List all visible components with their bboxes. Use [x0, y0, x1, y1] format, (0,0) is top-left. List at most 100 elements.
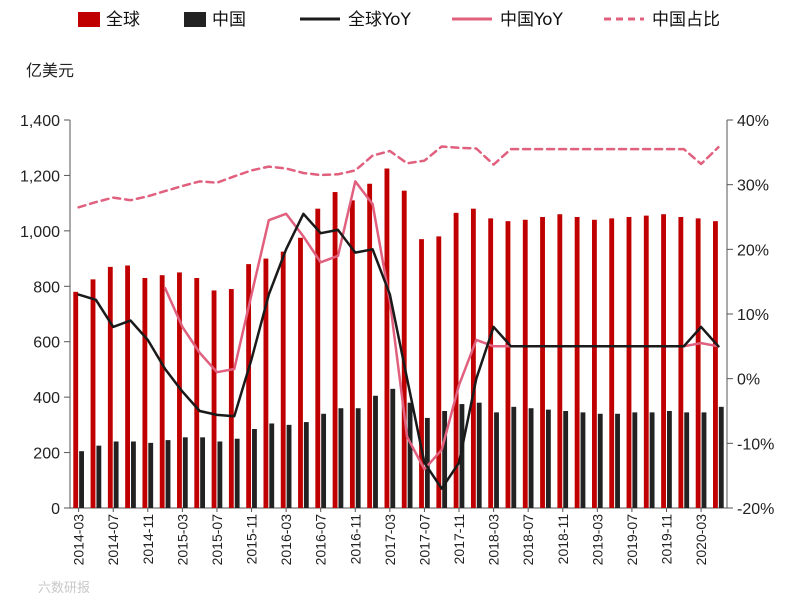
- bar-china: [701, 412, 707, 508]
- bar-china: [494, 412, 499, 508]
- legend-label-global-yoy: 全球YoY: [348, 10, 412, 30]
- bar-china: [113, 441, 119, 508]
- bar-global: [661, 214, 666, 508]
- bar-china: [597, 413, 603, 508]
- bar-global: [470, 208, 476, 508]
- bar-china: [217, 441, 223, 508]
- x-tick-label: 2017-11: [451, 514, 467, 565]
- bar-global: [90, 279, 96, 508]
- bar-global: [591, 219, 597, 508]
- x-tick-label: 2018-03: [486, 514, 502, 566]
- x-tick-label: 2015-11: [244, 514, 260, 565]
- left-tick-label: 200: [33, 446, 60, 463]
- bar-china: [355, 408, 361, 508]
- x-tick-label: 2019-11: [658, 514, 674, 565]
- x-tick-label: 2018-11: [555, 514, 571, 565]
- x-tick-label: 2019-03: [589, 514, 605, 566]
- bar-global: [522, 219, 528, 508]
- left-tick-label: 1,000: [20, 224, 60, 241]
- bar-global: [713, 221, 718, 508]
- bar-global: [194, 277, 200, 508]
- bar-china: [96, 445, 102, 508]
- bar-global: [332, 192, 338, 509]
- bar-china: [321, 413, 327, 508]
- watermark: 六数研报: [38, 581, 90, 596]
- legend-label-global: 全球: [106, 10, 140, 30]
- bar-global: [401, 190, 407, 508]
- bar-china: [200, 437, 206, 508]
- legend: 全球 中国 全球YoY 中国YoY 中国占比: [78, 10, 720, 30]
- left-tick-label: 0: [51, 501, 60, 518]
- x-tick-label: 2019-07: [624, 514, 640, 566]
- left-tick-label: 600: [33, 335, 60, 352]
- bar-global: [436, 236, 442, 508]
- legend-label-china: 中国: [212, 10, 246, 30]
- bar-china: [476, 402, 482, 508]
- bar-china: [528, 408, 534, 508]
- bar-china: [390, 388, 396, 508]
- bar-global: [177, 272, 182, 508]
- right-tick-label: 10%: [737, 307, 769, 324]
- right-axis-ticks: -20% -10% 0% 10% 20% 30% 40%: [727, 113, 774, 518]
- bar-global: [349, 200, 355, 508]
- bar-china: [563, 411, 569, 508]
- bar-china: [615, 413, 620, 508]
- bar-china: [684, 412, 690, 508]
- bar-china: [338, 408, 344, 508]
- bar-global: [298, 237, 303, 509]
- bar-china: [632, 412, 638, 508]
- bar-global: [626, 217, 632, 508]
- right-tick-label: 20%: [737, 242, 769, 259]
- bar-china: [666, 411, 672, 508]
- bar-global: [695, 218, 701, 508]
- bar-china: [373, 395, 378, 508]
- bar-global: [678, 217, 684, 508]
- bar-global: [643, 215, 649, 508]
- bar-global: [246, 264, 252, 508]
- bar-global: [228, 289, 234, 508]
- bar-china: [649, 412, 655, 508]
- bars: [73, 168, 724, 509]
- right-tick-label: 30%: [737, 178, 769, 195]
- left-tick-label: 400: [33, 390, 60, 407]
- bar-global: [280, 251, 286, 508]
- bar-global: [315, 208, 321, 508]
- bar-china: [79, 451, 84, 508]
- x-axis-ticks: 2014-03 2014-07 2014-11 2015-03 2015-07 2015-…: [71, 508, 709, 565]
- x-tick-label: 2020-03: [693, 514, 709, 566]
- series-lines: [77, 145, 720, 490]
- legend-label-china-yoy: 中国YoY: [500, 10, 564, 30]
- legend-swatch-global: [78, 12, 100, 27]
- bar-china: [252, 429, 257, 508]
- bar-global: [263, 258, 269, 508]
- left-tick-label: 1,400: [20, 113, 60, 130]
- line-global-yoy: [77, 212, 720, 490]
- bar-global: [419, 239, 424, 508]
- bar-china: [131, 441, 136, 508]
- x-tick-label: 2016-07: [313, 514, 329, 566]
- bar-china: [165, 440, 171, 508]
- bar-china: [269, 423, 275, 508]
- x-tick-label: 2016-11: [347, 514, 363, 565]
- bar-china: [580, 412, 586, 508]
- bar-china: [286, 424, 292, 508]
- bar-china: [459, 404, 465, 508]
- x-tick-label: 2014-07: [105, 514, 121, 566]
- x-tick-label: 2017-07: [416, 514, 432, 566]
- bar-global: [384, 168, 390, 508]
- right-tick-label: 0%: [737, 372, 760, 389]
- bar-china: [148, 442, 154, 508]
- bar-global: [505, 221, 511, 508]
- line-china-share: [77, 145, 720, 209]
- bar-global: [609, 218, 615, 508]
- right-tick-label: -20%: [737, 501, 774, 518]
- left-tick-label: 800: [33, 279, 60, 296]
- bar-china: [303, 422, 309, 508]
- bar-global: [107, 266, 113, 508]
- bar-china: [407, 402, 413, 508]
- y-axis-unit-label: 亿美元: [26, 61, 74, 80]
- x-tick-label: 2014-11: [140, 514, 156, 565]
- bar-global: [125, 265, 131, 508]
- legend-label-china-share: 中国占比: [652, 10, 720, 30]
